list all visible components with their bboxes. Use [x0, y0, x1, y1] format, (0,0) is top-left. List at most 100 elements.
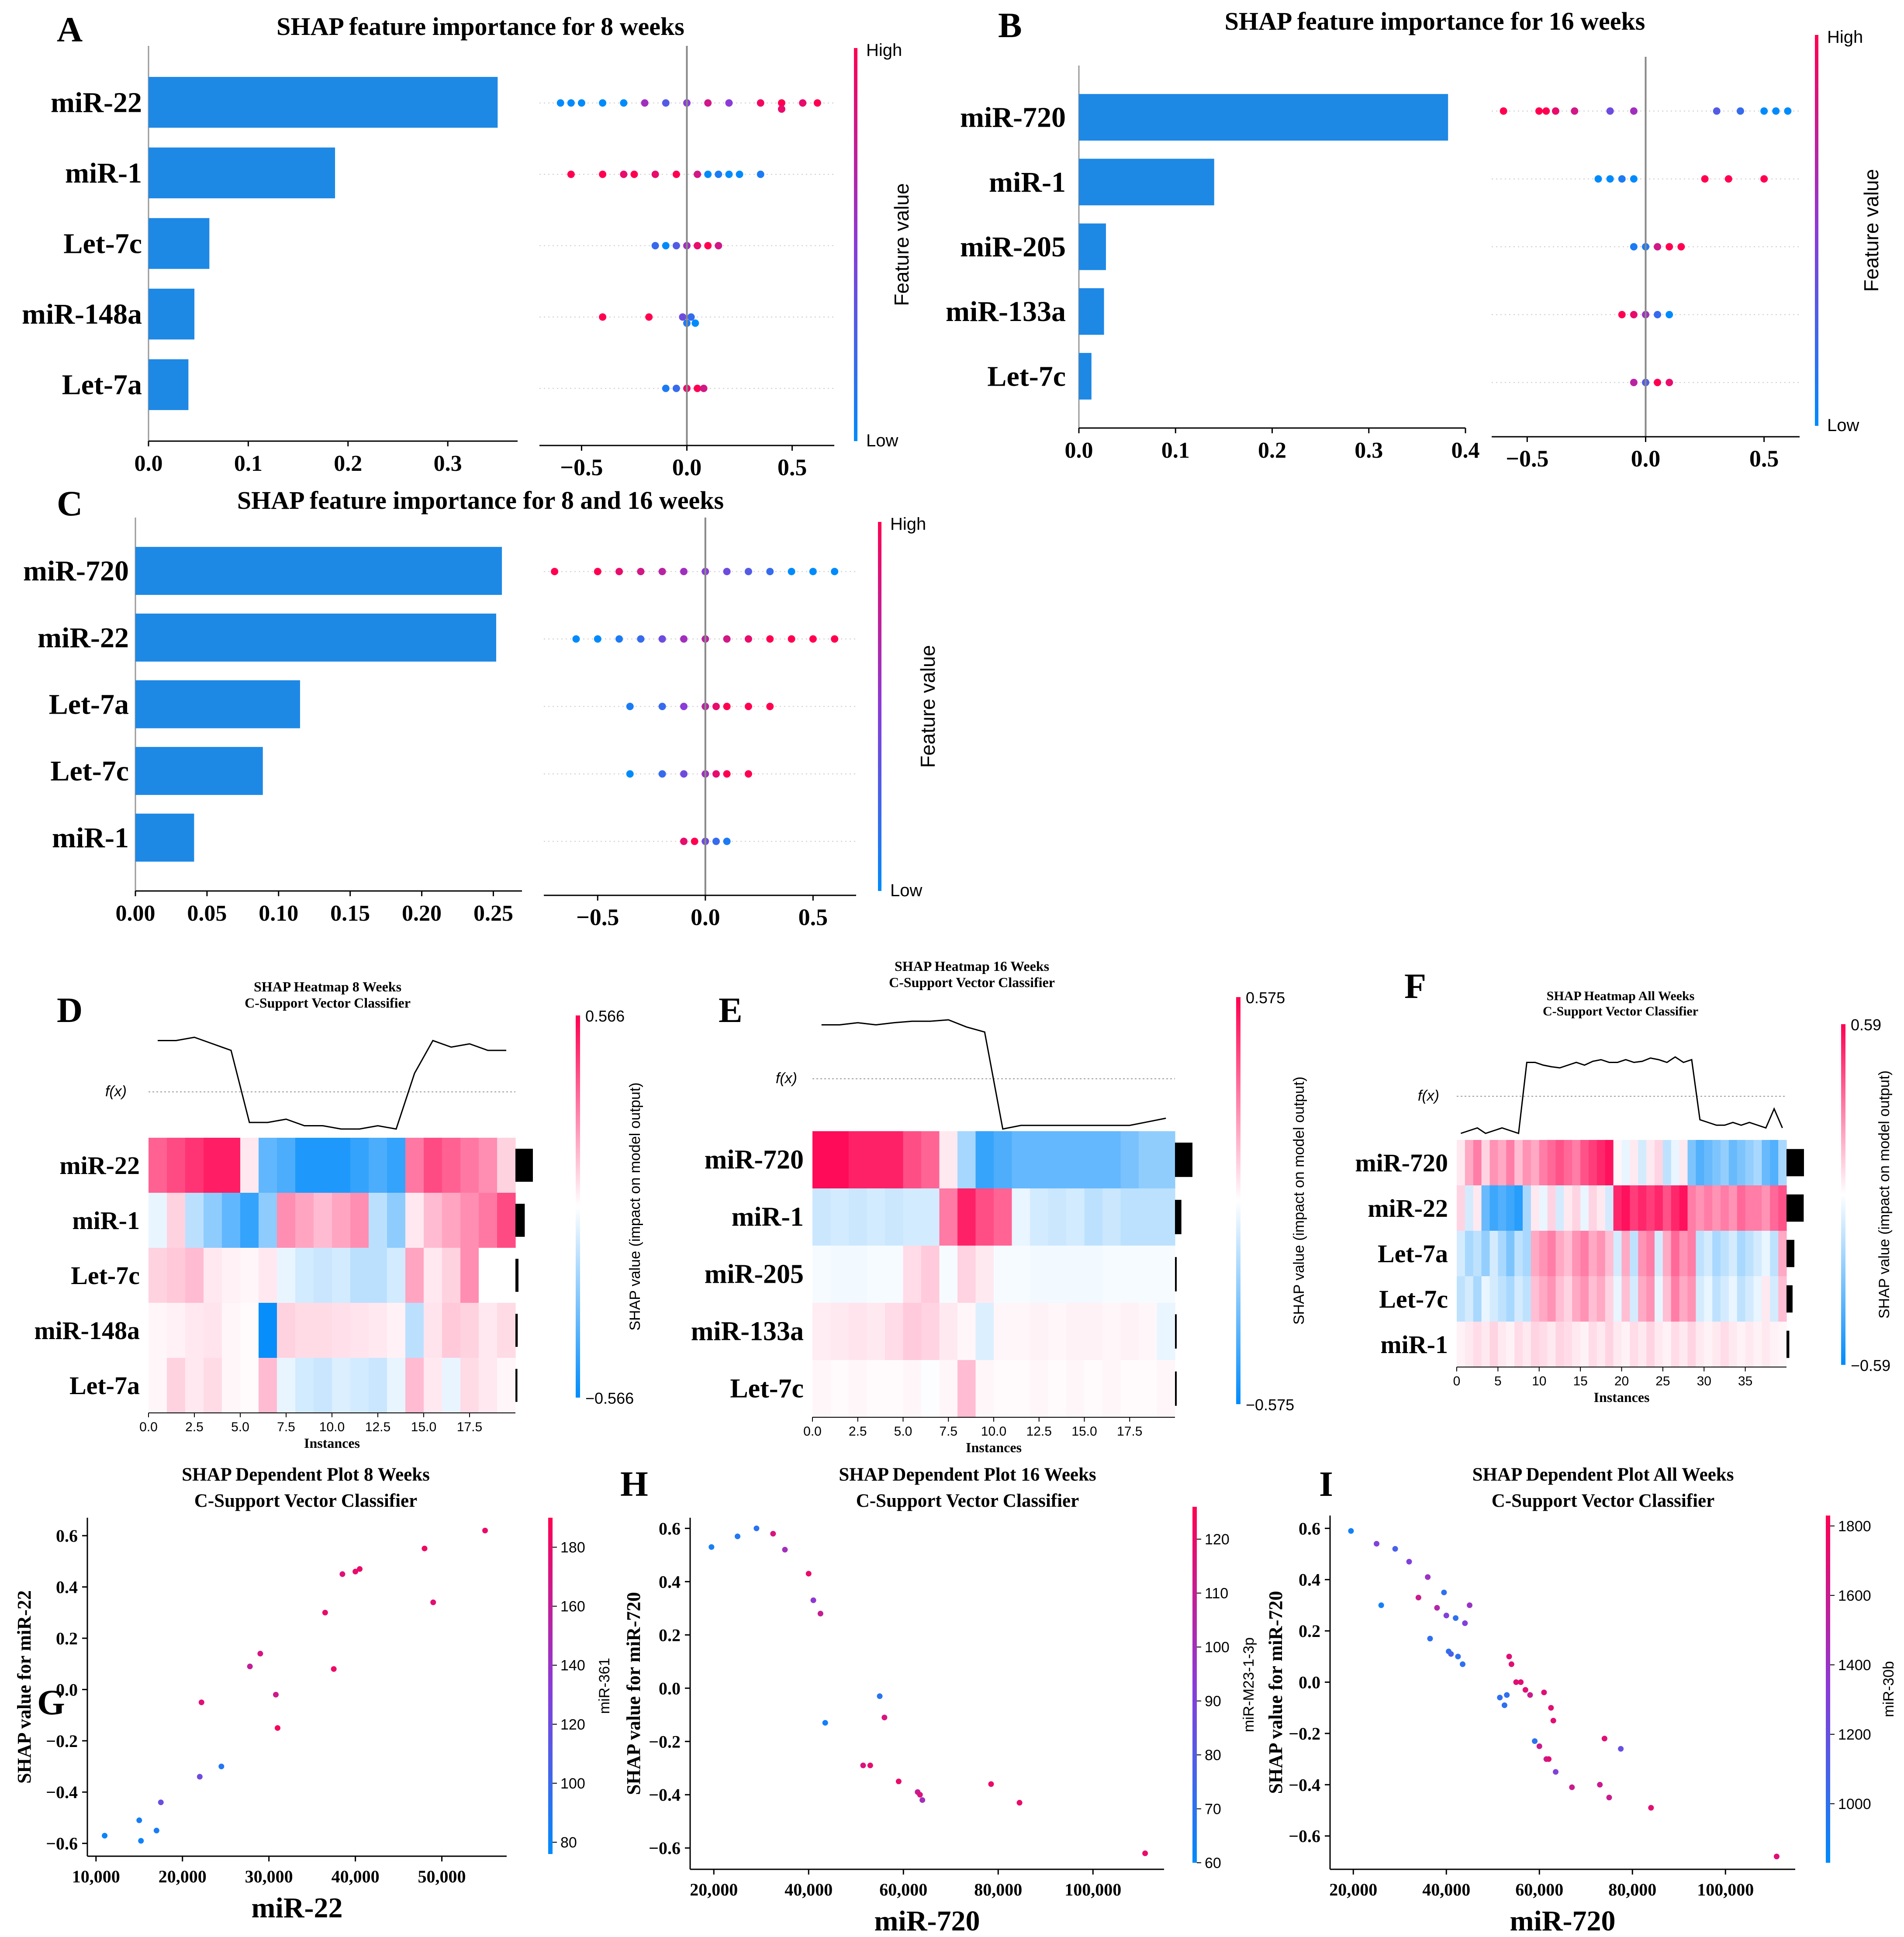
heatmap-cell	[1671, 1185, 1680, 1231]
heatmap-cell	[167, 1248, 186, 1303]
panel-b: B SHAP feature importance for 16 weeks m…	[946, 5, 1883, 472]
heatmap-cell	[332, 1193, 351, 1248]
panel-g: G SHAP Dependent Plot 8 Weeks C-Support …	[14, 1464, 613, 1924]
heatmap-cell	[1564, 1140, 1572, 1186]
heatmap-cell	[1481, 1231, 1490, 1277]
y-tick-label: 0.4	[1299, 1570, 1320, 1590]
panel-letter-b: B	[998, 5, 1022, 45]
panel-f: F SHAP Heatmap All Weeks C-Support Vecto…	[1355, 966, 1893, 1405]
heatmap-cell	[405, 1358, 424, 1413]
heatmap-cell	[350, 1138, 369, 1193]
x-tick-label: 10.0	[981, 1424, 1006, 1439]
scatter-point	[257, 1650, 263, 1657]
scatter-point	[1553, 1769, 1559, 1775]
heatmap-cell	[1523, 1276, 1531, 1322]
beeswarm-point	[1784, 107, 1792, 115]
feature-label: miR-22	[59, 1151, 140, 1180]
beeswarm-point	[788, 635, 795, 643]
colorbar-title: Feature value	[916, 645, 939, 768]
heatmap-cell	[1728, 1140, 1738, 1186]
heatmap-cell	[442, 1303, 461, 1358]
heatmap-cell	[1102, 1360, 1121, 1418]
heatmap-cell	[957, 1188, 976, 1246]
beeswarm-point	[691, 837, 698, 845]
beeswarm-point	[744, 770, 752, 778]
heatmap-cell	[849, 1360, 867, 1418]
scatter-point	[1522, 1687, 1528, 1693]
heatmap-cell	[812, 1360, 831, 1418]
x-tick-label: 0.00	[116, 901, 155, 926]
heatmap-cell	[1048, 1246, 1067, 1303]
heatmap-cell	[1465, 1231, 1474, 1277]
x-tick-label: 0.1	[234, 451, 263, 476]
x-tick-label: 10	[1532, 1374, 1546, 1388]
heatmap-cell	[1572, 1140, 1581, 1186]
colorbar-tick-label: 1200	[1838, 1726, 1871, 1743]
heatmap-cell	[1030, 1360, 1049, 1418]
heatmap-cell	[1580, 1140, 1589, 1186]
heatmap-cell	[1671, 1322, 1680, 1367]
heatmap-cell	[1613, 1185, 1622, 1231]
beeswarm-point	[700, 384, 708, 392]
colorbar-max-label: 0.575	[1246, 989, 1285, 1007]
bar	[1079, 159, 1214, 206]
panel-a-bar-chart: miR-22 miR-1 Let-7c miR-148a Let-7a 0.0 0.1 0.2…	[22, 46, 518, 476]
heatmap-cell	[204, 1138, 222, 1193]
heatmap-cell	[1737, 1276, 1746, 1322]
beeswarm-point	[680, 703, 688, 710]
heatmap-cell	[1547, 1140, 1556, 1186]
scatter-point	[1508, 1661, 1514, 1667]
scatter-point	[274, 1725, 280, 1731]
panel-a-beeswarm: −0.5 0.0 0.5 High Low Feature value	[539, 41, 913, 480]
scatter-point	[1597, 1782, 1603, 1788]
heatmap-cell	[1753, 1140, 1762, 1186]
panel-d-heatmap: f(x) miR-22 miR-1 Let-7c miR-148a Let-7a 0.0 2.…	[34, 1007, 643, 1451]
heatmap-cell	[497, 1138, 516, 1193]
heatmap-cell	[1120, 1303, 1139, 1360]
x-axis-label: miR-720	[1510, 1905, 1616, 1937]
heatmap-cell	[405, 1248, 424, 1303]
heatmap-cell	[812, 1246, 831, 1303]
heatmap-cell	[1704, 1185, 1713, 1231]
heatmap-cell	[1762, 1231, 1770, 1277]
heatmap-cell	[1473, 1185, 1482, 1231]
heatmap-cell	[1523, 1231, 1531, 1277]
heatmap-cell	[939, 1246, 958, 1303]
scatter-point	[1392, 1546, 1398, 1552]
heatmap-cell	[1687, 1276, 1696, 1322]
beeswarm-point	[680, 568, 688, 576]
feature-label: Let-7c	[730, 1374, 804, 1404]
x-tick-label: −0.5	[1506, 445, 1548, 472]
heatmap-cell	[885, 1188, 904, 1246]
scatter-point	[1504, 1692, 1510, 1698]
heatmap-cell	[885, 1246, 904, 1303]
heatmap-cell	[1621, 1276, 1630, 1322]
heatmap-cell	[387, 1248, 406, 1303]
heatmap-cell	[994, 1131, 1012, 1189]
bar	[149, 218, 210, 269]
scatter-point	[1016, 1800, 1023, 1806]
heatmap-cell	[424, 1193, 442, 1248]
beeswarm-point	[1666, 243, 1673, 251]
feature-label: miR-1	[65, 157, 142, 189]
x-tick-label: 0.5	[798, 904, 828, 930]
heatmap-cell	[277, 1138, 296, 1193]
heatmap-cell	[204, 1358, 222, 1413]
heatmap-cell	[185, 1193, 204, 1248]
feature-label: miR-720	[705, 1145, 804, 1175]
beeswarm-point	[704, 242, 712, 249]
x-axis-label: Instances	[304, 1435, 360, 1451]
scatter-point	[1142, 1850, 1148, 1856]
heatmap-cell	[1473, 1276, 1482, 1322]
beeswarm-point	[1571, 107, 1579, 115]
heatmap-cell	[1498, 1276, 1507, 1322]
beeswarm-point	[672, 170, 680, 178]
x-axis-label: miR-720	[874, 1905, 980, 1937]
heatmap-cell	[1489, 1231, 1498, 1277]
heatmap-cell	[1753, 1231, 1762, 1277]
heatmap-cell	[1589, 1231, 1597, 1277]
scatter-point	[782, 1547, 788, 1553]
heatmap-cell	[1066, 1360, 1085, 1418]
heatmap-cell	[1721, 1322, 1729, 1367]
heatmap-cell	[295, 1358, 314, 1413]
